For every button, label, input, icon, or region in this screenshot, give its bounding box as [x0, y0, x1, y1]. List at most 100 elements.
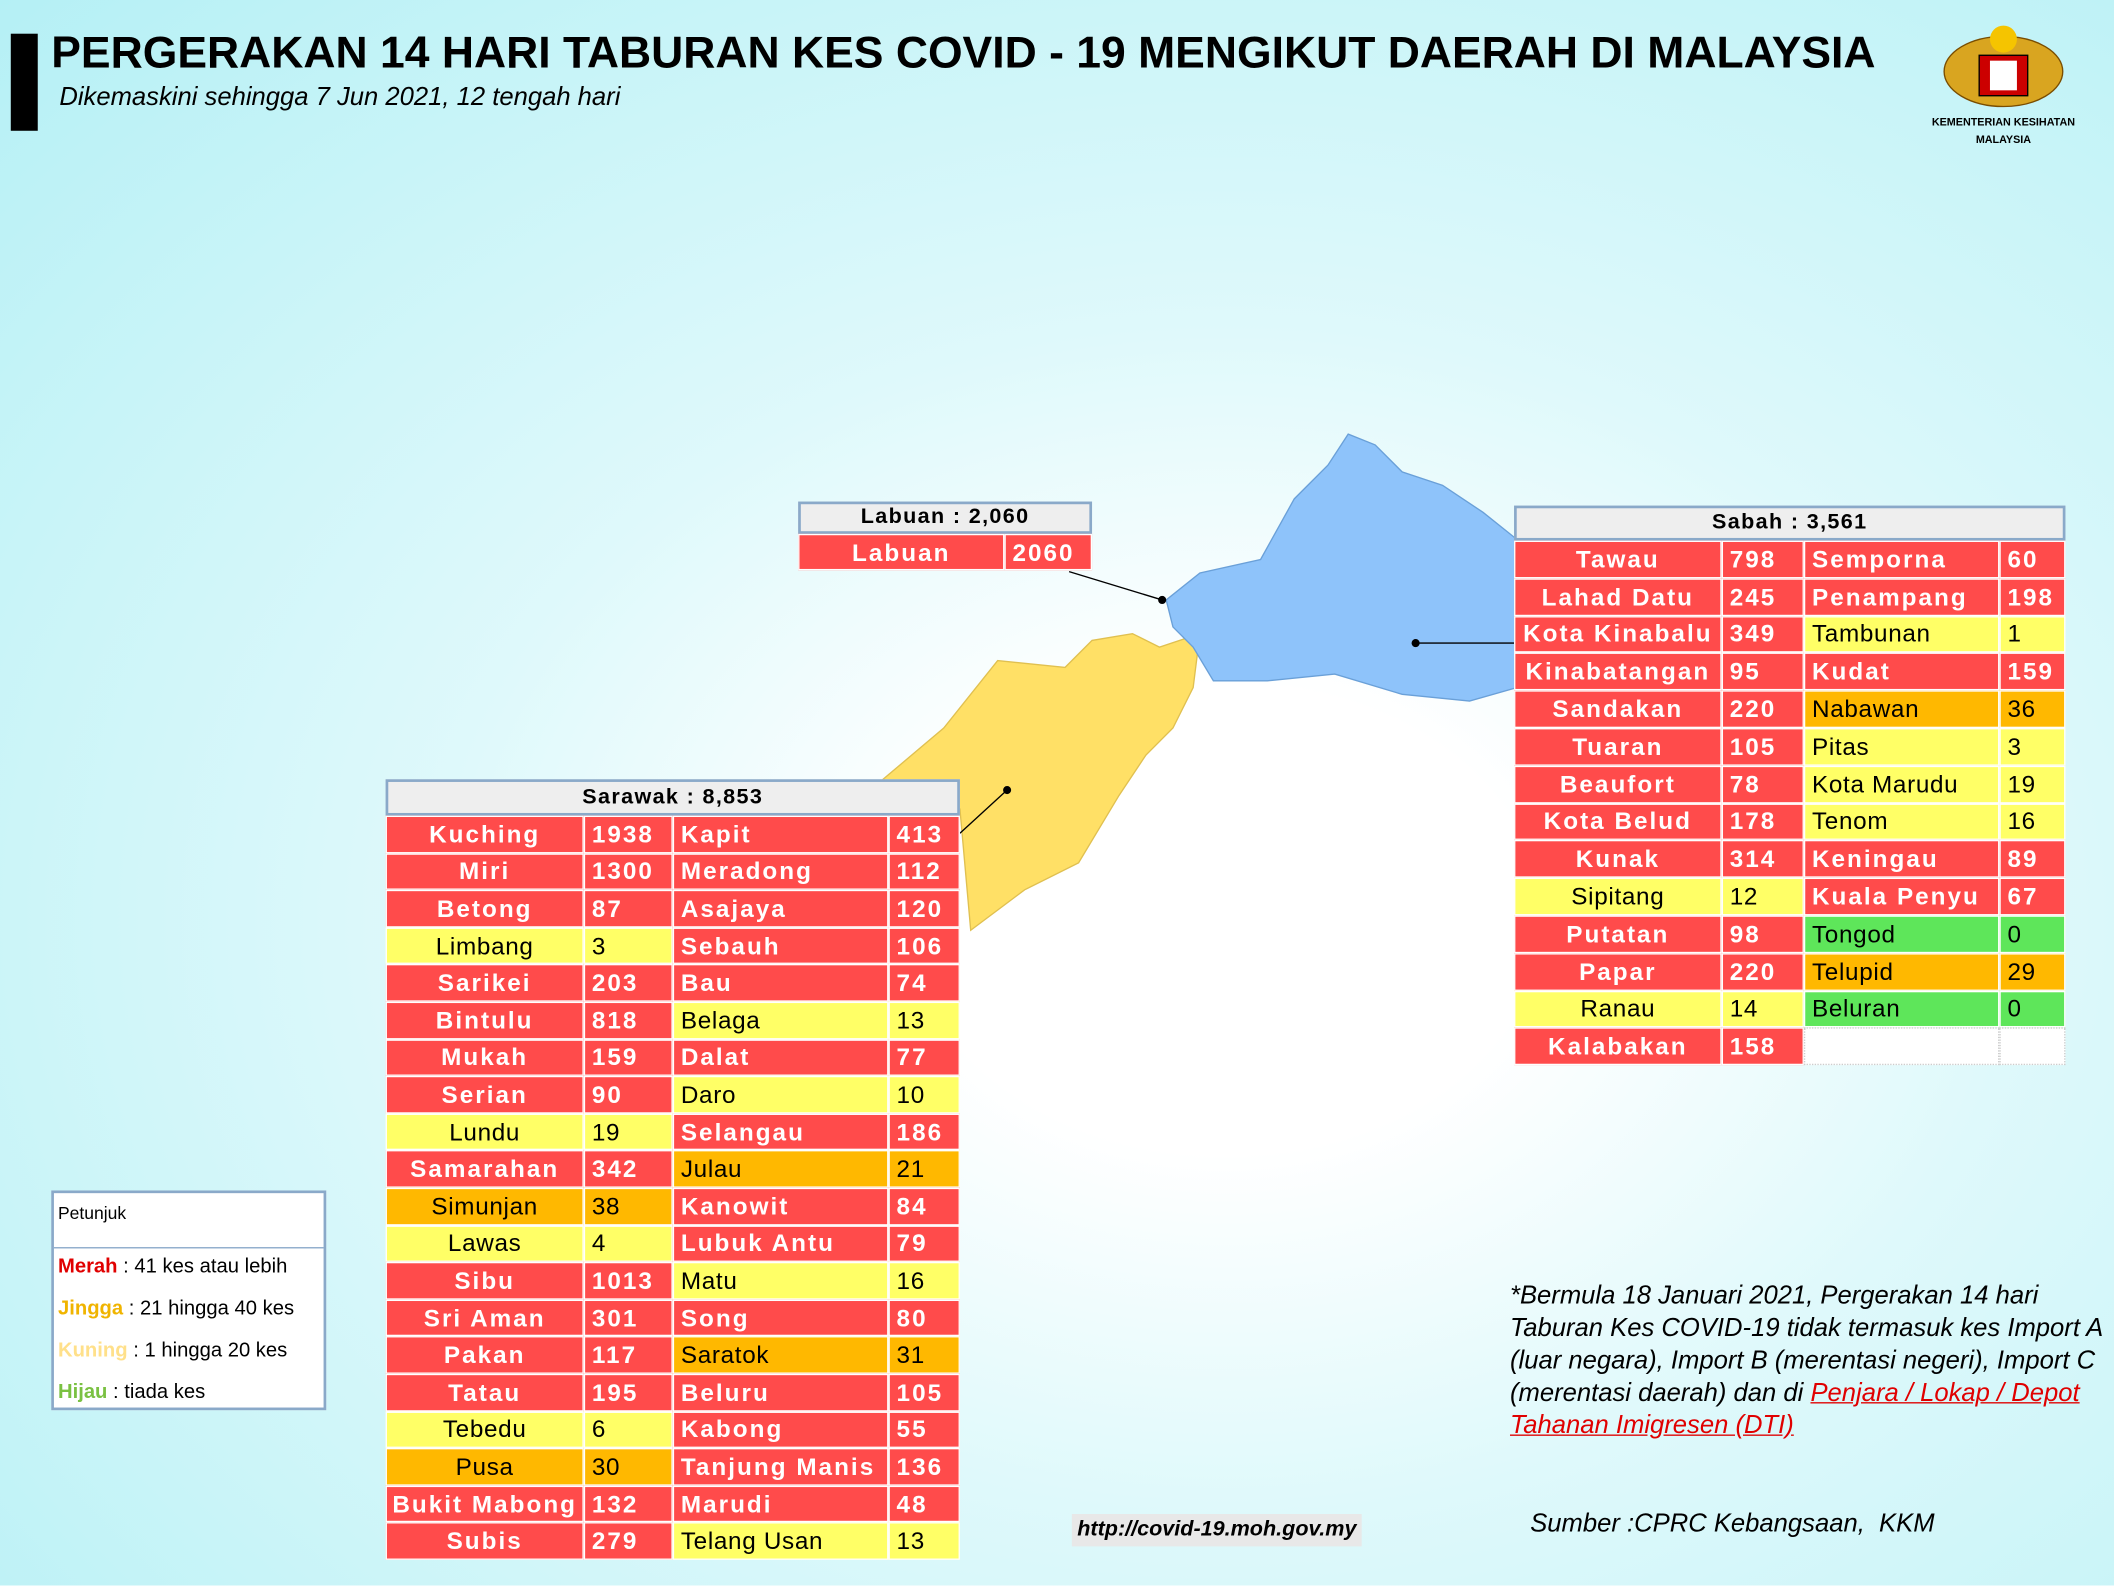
district-name: Saratok	[672, 1336, 889, 1374]
table-header: Sabah : 3,561	[1514, 505, 2066, 541]
district-name: Kalabakan	[1514, 1027, 1722, 1066]
source: Sumber :CPRC Kebangsaan, KKM	[1530, 1509, 1935, 1539]
district-cases: 48	[888, 1485, 960, 1523]
district-name: Nabawan	[1803, 690, 2000, 729]
district-cases: 13	[888, 1522, 960, 1560]
connector	[1068, 570, 1163, 601]
district-name: Kota Kinabalu	[1514, 615, 1722, 654]
district-cases: 1013	[583, 1262, 673, 1300]
logo-text: KEMENTERIAN KESIHATAN	[1932, 116, 2075, 128]
district-cases: 413	[888, 815, 960, 853]
legend-text: : tiada kes	[113, 1380, 206, 1404]
district-name: Keningau	[1803, 840, 2000, 878]
district-cases: 158	[1721, 1027, 1804, 1066]
district-name: Kanowit	[672, 1187, 889, 1225]
district-cases: 132	[583, 1485, 673, 1523]
legend-label: Kuning	[57, 1338, 128, 1362]
sabah-shape	[1165, 433, 1518, 702]
district-cases: 186	[888, 1113, 960, 1151]
district-name: Marudi	[672, 1485, 889, 1523]
district-cases: 31	[888, 1336, 960, 1374]
district-name: Sebauh	[672, 927, 889, 965]
district-cases: 98	[1721, 915, 1804, 953]
legend-text: : 1 hingga 20 kes	[133, 1338, 288, 1362]
district-cases: 3	[1999, 728, 2066, 766]
district-name: Sri Aman	[385, 1299, 584, 1337]
district-name: Sipitang	[1514, 877, 1722, 916]
district-cases: 1	[1999, 615, 2066, 654]
district-cases: 10	[888, 1076, 960, 1114]
district-name: Julau	[672, 1150, 889, 1188]
district-cases: 19	[1999, 765, 2066, 803]
district-cases: 0	[1999, 990, 2066, 1028]
district-name: Tenom	[1803, 802, 2000, 841]
district-cases: 90	[583, 1076, 673, 1114]
district-cases: 67	[1999, 877, 2066, 916]
logo: KEMENTERIAN KESIHATAN MALAYSIA	[1932, 25, 2075, 146]
legend-label: Merah	[57, 1255, 118, 1279]
district-cases: 19	[583, 1113, 673, 1151]
district-name: Mukah	[385, 1038, 584, 1077]
logo-text: MALAYSIA	[1976, 134, 2031, 146]
district-name: Bau	[672, 964, 889, 1002]
district-name: Papar	[1514, 952, 1722, 991]
district-cases: 36	[1999, 690, 2066, 729]
district-cases: 13	[888, 1001, 960, 1039]
district-cases: 4	[583, 1224, 673, 1263]
district-name: Sandakan	[1514, 690, 1722, 729]
legend-text: : 41 kes atau lebih	[123, 1255, 288, 1279]
table-header: Sarawak : 8,853	[385, 779, 960, 816]
district-cases: 178	[1721, 802, 1804, 841]
district-cases: 84	[888, 1187, 960, 1225]
district-name: Subis	[385, 1522, 584, 1560]
district-name: Kinabatangan	[1514, 653, 1722, 691]
district-name: Samarahan	[385, 1150, 584, 1188]
district-name: Kapit	[672, 815, 889, 853]
district-name: Labuan	[798, 533, 1005, 571]
note-link: Penjara / Lokap / Depot Tahanan Imigrese…	[1509, 1379, 2080, 1440]
district-name: Pusa	[385, 1448, 584, 1486]
district-name: Betong	[385, 890, 584, 928]
district-cases: 16	[888, 1262, 960, 1300]
connector-dot	[1158, 595, 1167, 604]
legend-label: Jingga	[57, 1296, 124, 1320]
url: http://covid-19.moh.gov.my	[1071, 1514, 1362, 1547]
district-cases: 16	[1999, 802, 2066, 841]
district-cases: 1300	[583, 852, 673, 891]
district-cases: 3	[583, 927, 673, 965]
district-name: Kuala Penyu	[1803, 877, 2000, 916]
district-cases: 105	[1721, 728, 1804, 766]
district-cases: 79	[888, 1224, 960, 1263]
district-cases: 798	[1721, 540, 1804, 579]
district-name: Ranau	[1514, 990, 1722, 1028]
district-cases: 112	[888, 852, 960, 891]
district-cases: 87	[583, 890, 673, 928]
district-cases: 220	[1721, 690, 1804, 729]
district-cases: 818	[583, 1001, 673, 1039]
legend-divider	[53, 1247, 324, 1249]
district-name: Asajaya	[672, 890, 889, 928]
district-name: Lawas	[385, 1224, 584, 1263]
district-cases: 106	[888, 927, 960, 965]
district-name: Tebedu	[385, 1411, 584, 1449]
district-cases: 203	[583, 964, 673, 1002]
district-name: Beluru	[672, 1373, 889, 1412]
legend-item: Merah : 41 kes atau lebih	[58, 1255, 287, 1278]
district-name: Bintulu	[385, 1001, 584, 1039]
district-name: Tanjung Manis	[672, 1448, 889, 1486]
district-name: Telupid	[1803, 952, 2000, 991]
district-name: Lundu	[385, 1113, 584, 1151]
district-cases: 2060	[1004, 533, 1093, 571]
district-cases: 279	[583, 1522, 673, 1560]
district-cases: 342	[583, 1150, 673, 1188]
note: *Bermula 18 Januari 2021, Pergerakan 14 …	[1510, 1281, 2110, 1443]
district-cases: 77	[888, 1038, 960, 1077]
district-cases: 6	[583, 1411, 673, 1449]
district-cases: 14	[1721, 990, 1804, 1028]
legend-label: Hijau	[57, 1380, 108, 1404]
district-cases: 120	[888, 890, 960, 928]
district-cases: 38	[583, 1187, 673, 1225]
